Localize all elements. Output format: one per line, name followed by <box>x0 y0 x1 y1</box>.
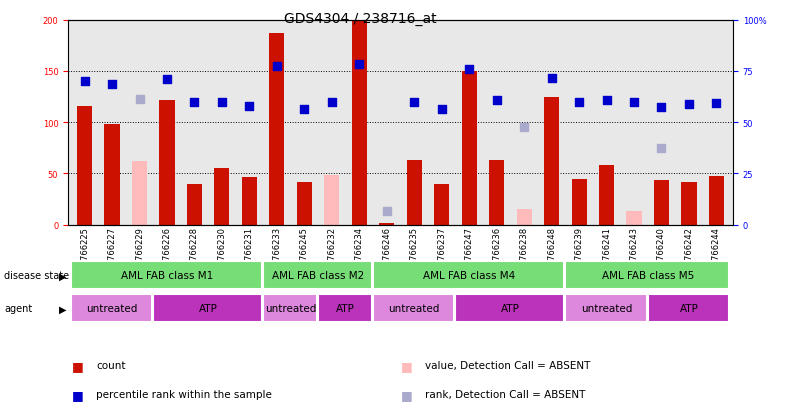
Text: AML FAB class M2: AML FAB class M2 <box>272 271 364 281</box>
Bar <box>373 295 454 323</box>
Point <box>380 209 393 215</box>
Bar <box>104 125 119 225</box>
Text: ATP: ATP <box>679 304 698 314</box>
Text: ■: ■ <box>400 388 413 401</box>
Bar <box>70 262 262 290</box>
Point <box>655 104 668 111</box>
Point <box>573 99 586 106</box>
Text: untreated: untreated <box>265 304 316 314</box>
Bar <box>572 179 586 225</box>
Point <box>188 99 201 106</box>
Text: AML FAB class M1: AML FAB class M1 <box>121 271 213 281</box>
Bar <box>297 182 312 225</box>
Text: disease state: disease state <box>4 271 69 281</box>
Text: count: count <box>96 361 126 370</box>
Point <box>490 97 503 104</box>
Bar <box>456 295 564 323</box>
Bar <box>626 212 642 225</box>
Text: untreated: untreated <box>581 304 632 314</box>
Bar <box>599 166 614 225</box>
Point <box>628 99 641 106</box>
Point <box>298 106 311 113</box>
Bar <box>544 97 559 225</box>
Bar <box>77 107 92 225</box>
Text: untreated: untreated <box>87 304 138 314</box>
Point <box>545 76 558 82</box>
Text: ■: ■ <box>72 359 84 372</box>
Bar <box>70 295 152 323</box>
Text: percentile rank within the sample: percentile rank within the sample <box>96 389 272 399</box>
Text: ATP: ATP <box>501 304 520 314</box>
Point <box>408 99 421 106</box>
Bar <box>132 162 147 225</box>
Bar <box>318 295 372 323</box>
Bar <box>352 21 367 225</box>
Bar <box>489 161 504 225</box>
Point <box>353 61 366 68</box>
Text: AML FAB class M4: AML FAB class M4 <box>423 271 515 281</box>
Bar <box>264 262 372 290</box>
Text: untreated: untreated <box>388 304 440 314</box>
Bar <box>648 295 729 323</box>
Point <box>435 106 448 113</box>
Bar <box>379 223 394 225</box>
Point <box>655 145 668 152</box>
Bar <box>461 72 477 225</box>
Text: agent: agent <box>4 304 32 314</box>
Bar <box>264 295 317 323</box>
Bar <box>159 100 175 225</box>
Bar <box>566 295 646 323</box>
Text: value, Detection Call = ABSENT: value, Detection Call = ABSENT <box>425 361 590 370</box>
Bar <box>373 262 564 290</box>
Point <box>463 66 476 73</box>
Text: ■: ■ <box>400 359 413 372</box>
Text: ATP: ATP <box>199 304 218 314</box>
Bar <box>517 210 532 225</box>
Bar <box>407 161 422 225</box>
Bar <box>324 176 340 225</box>
Bar <box>242 178 257 225</box>
Point <box>271 63 284 70</box>
Text: ▶: ▶ <box>58 271 66 281</box>
Bar <box>269 34 284 225</box>
Point <box>160 77 173 83</box>
Point <box>133 96 146 103</box>
Bar <box>682 182 697 225</box>
Point <box>243 103 256 110</box>
Bar <box>566 262 729 290</box>
Point <box>325 99 338 106</box>
Text: AML FAB class M5: AML FAB class M5 <box>602 271 694 281</box>
Point <box>600 97 613 104</box>
Text: GDS4304 / 238716_at: GDS4304 / 238716_at <box>284 12 437 26</box>
Point <box>215 99 228 106</box>
Text: ■: ■ <box>72 388 84 401</box>
Bar <box>215 169 229 225</box>
Text: ▶: ▶ <box>58 304 66 314</box>
Point <box>517 125 530 131</box>
Bar <box>709 177 724 225</box>
Bar <box>434 184 449 225</box>
Point <box>78 79 91 85</box>
Point <box>710 100 723 107</box>
Bar <box>324 177 340 225</box>
Point <box>682 101 695 108</box>
Text: ATP: ATP <box>336 304 355 314</box>
Bar <box>187 184 202 225</box>
Point <box>106 82 119 88</box>
Text: rank, Detection Call = ABSENT: rank, Detection Call = ABSENT <box>425 389 585 399</box>
Bar <box>153 295 262 323</box>
Bar <box>654 180 669 225</box>
